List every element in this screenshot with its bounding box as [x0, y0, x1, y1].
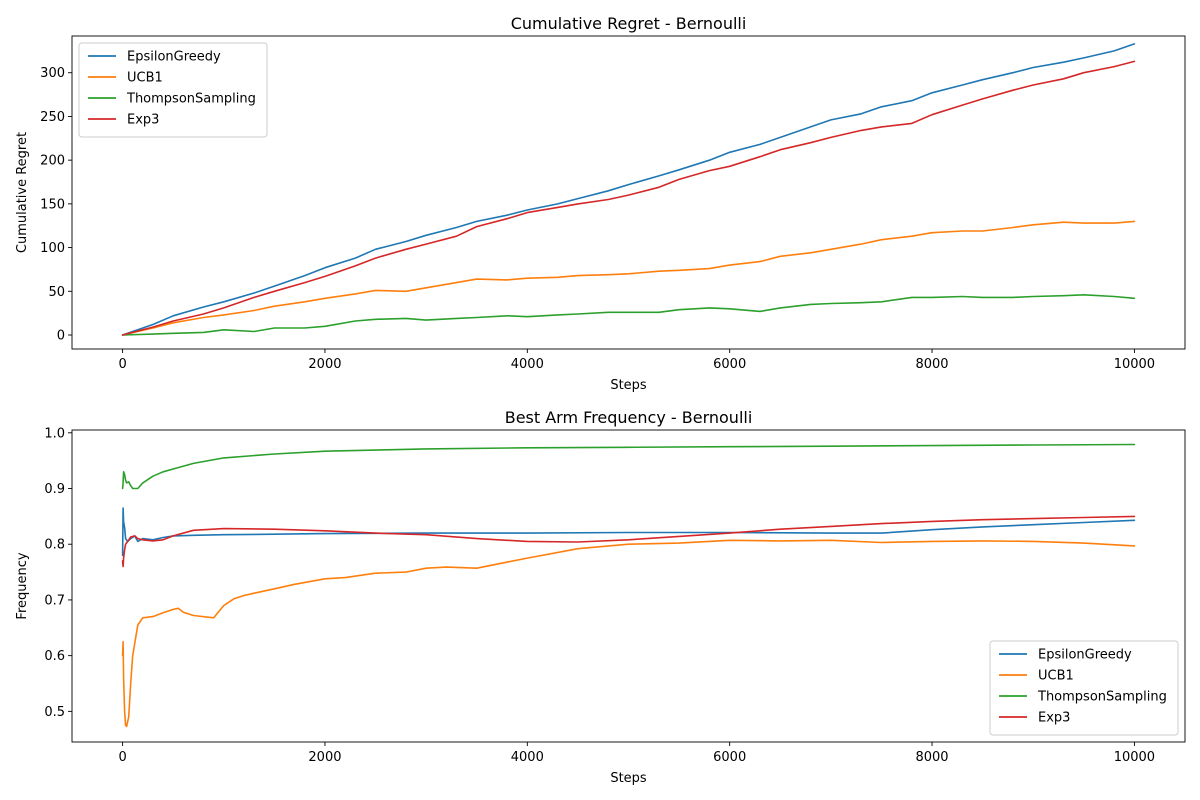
frequency-y-tick-label: 0.8 [44, 538, 65, 553]
regret-x-tick-label: 2000 [308, 357, 341, 372]
regret-legend: EpsilonGreedy UCB1 ThompsonSampling Exp3 [78, 42, 268, 138]
frequency-y-tick-label: 0.9 [44, 482, 65, 497]
frequency-series-line-epsilongreedy [121, 507, 1136, 557]
regret-legend-label-epsilongreedy: EpsilonGreedy [127, 50, 221, 65]
regret-y-tick-label: 150 [40, 197, 65, 212]
regret-x-axis-label: Steps [610, 378, 647, 393]
frequency-y-axis-label: Frequency [15, 552, 30, 619]
regret-y-tick-label: 250 [40, 110, 65, 125]
frequency-series-line-exp3 [121, 515, 1136, 568]
frequency-x-tick-label: 6000 [713, 750, 746, 765]
frequency-axes-frame [71, 429, 1186, 743]
frequency-x-tick-label: 0 [118, 750, 126, 765]
frequency-y-tick-label: 1.0 [44, 426, 65, 441]
frequency-chart-title: Best Arm Frequency - Bernoulli [505, 408, 753, 427]
regret-x-tick-label: 0 [118, 357, 126, 372]
regret-x-tick-label: 8000 [915, 357, 948, 372]
frequency-x-tick-label: 4000 [511, 750, 544, 765]
frequency-series-group [121, 443, 1136, 728]
frequency-legend: EpsilonGreedy UCB1 ThompsonSampling Exp3 [989, 640, 1179, 736]
frequency-x-tick-label: 2000 [308, 750, 341, 765]
regret-y-tick-label: 300 [40, 66, 65, 81]
regret-y-tick-label: 0 [57, 329, 65, 344]
regret-y-tick-label: 200 [40, 154, 65, 169]
regret-x-tick-label: 4000 [511, 357, 544, 372]
regret-y-tick-label: 100 [40, 241, 65, 256]
cumulative-regret-chart: 0 2000 4000 6000 8000 10000 0 50 100 150 200 250 300… [15, 14, 1186, 393]
regret-y-tick-label: 50 [48, 285, 65, 300]
frequency-y-tick-label: 0.6 [44, 649, 65, 664]
frequency-legend-label-epsilongreedy: EpsilonGreedy [1038, 648, 1132, 663]
frequency-legend-box [989, 640, 1179, 736]
frequency-x-tick-label: 10000 [1114, 750, 1155, 765]
frequency-series-line-ucb1 [121, 539, 1136, 728]
frequency-legend-label-ucb1: UCB1 [1038, 669, 1074, 684]
regret-legend-label-exp3: Exp3 [127, 113, 159, 128]
frequency-y-tick-label: 0.5 [44, 705, 65, 720]
frequency-legend-label-exp3: Exp3 [1038, 711, 1070, 726]
frequency-y-tick-label: 0.7 [44, 593, 65, 608]
frequency-x-axis-label: Steps [610, 771, 647, 786]
regret-series-line-epsilongreedy [121, 43, 1136, 336]
regret-series-group [121, 43, 1136, 336]
regret-axes-frame [71, 35, 1186, 350]
regret-x-tick-label: 10000 [1114, 357, 1155, 372]
frequency-series-line-thompsonsampling [121, 443, 1136, 490]
frequency-x-tick-label: 8000 [915, 750, 948, 765]
regret-series-line-ucb1 [121, 220, 1136, 336]
regret-series-line-exp3 [121, 60, 1136, 336]
regret-legend-label-thompsonsampling: ThompsonSampling [126, 92, 256, 107]
best-arm-frequency-chart: 0 2000 4000 6000 8000 10000 0.5 0.6 0.7 0.8 0.9 1.0… [15, 408, 1186, 786]
regret-chart-title: Cumulative Regret - Bernoulli [511, 14, 747, 33]
regret-y-axis-label: Cumulative Regret [15, 132, 30, 253]
regret-legend-label-ucb1: UCB1 [127, 71, 163, 86]
frequency-legend-label-thompsonsampling: ThompsonSampling [1037, 690, 1167, 705]
regret-series-line-thompsonsampling [121, 293, 1136, 336]
regret-legend-box [78, 42, 268, 138]
regret-x-tick-label: 6000 [713, 357, 746, 372]
